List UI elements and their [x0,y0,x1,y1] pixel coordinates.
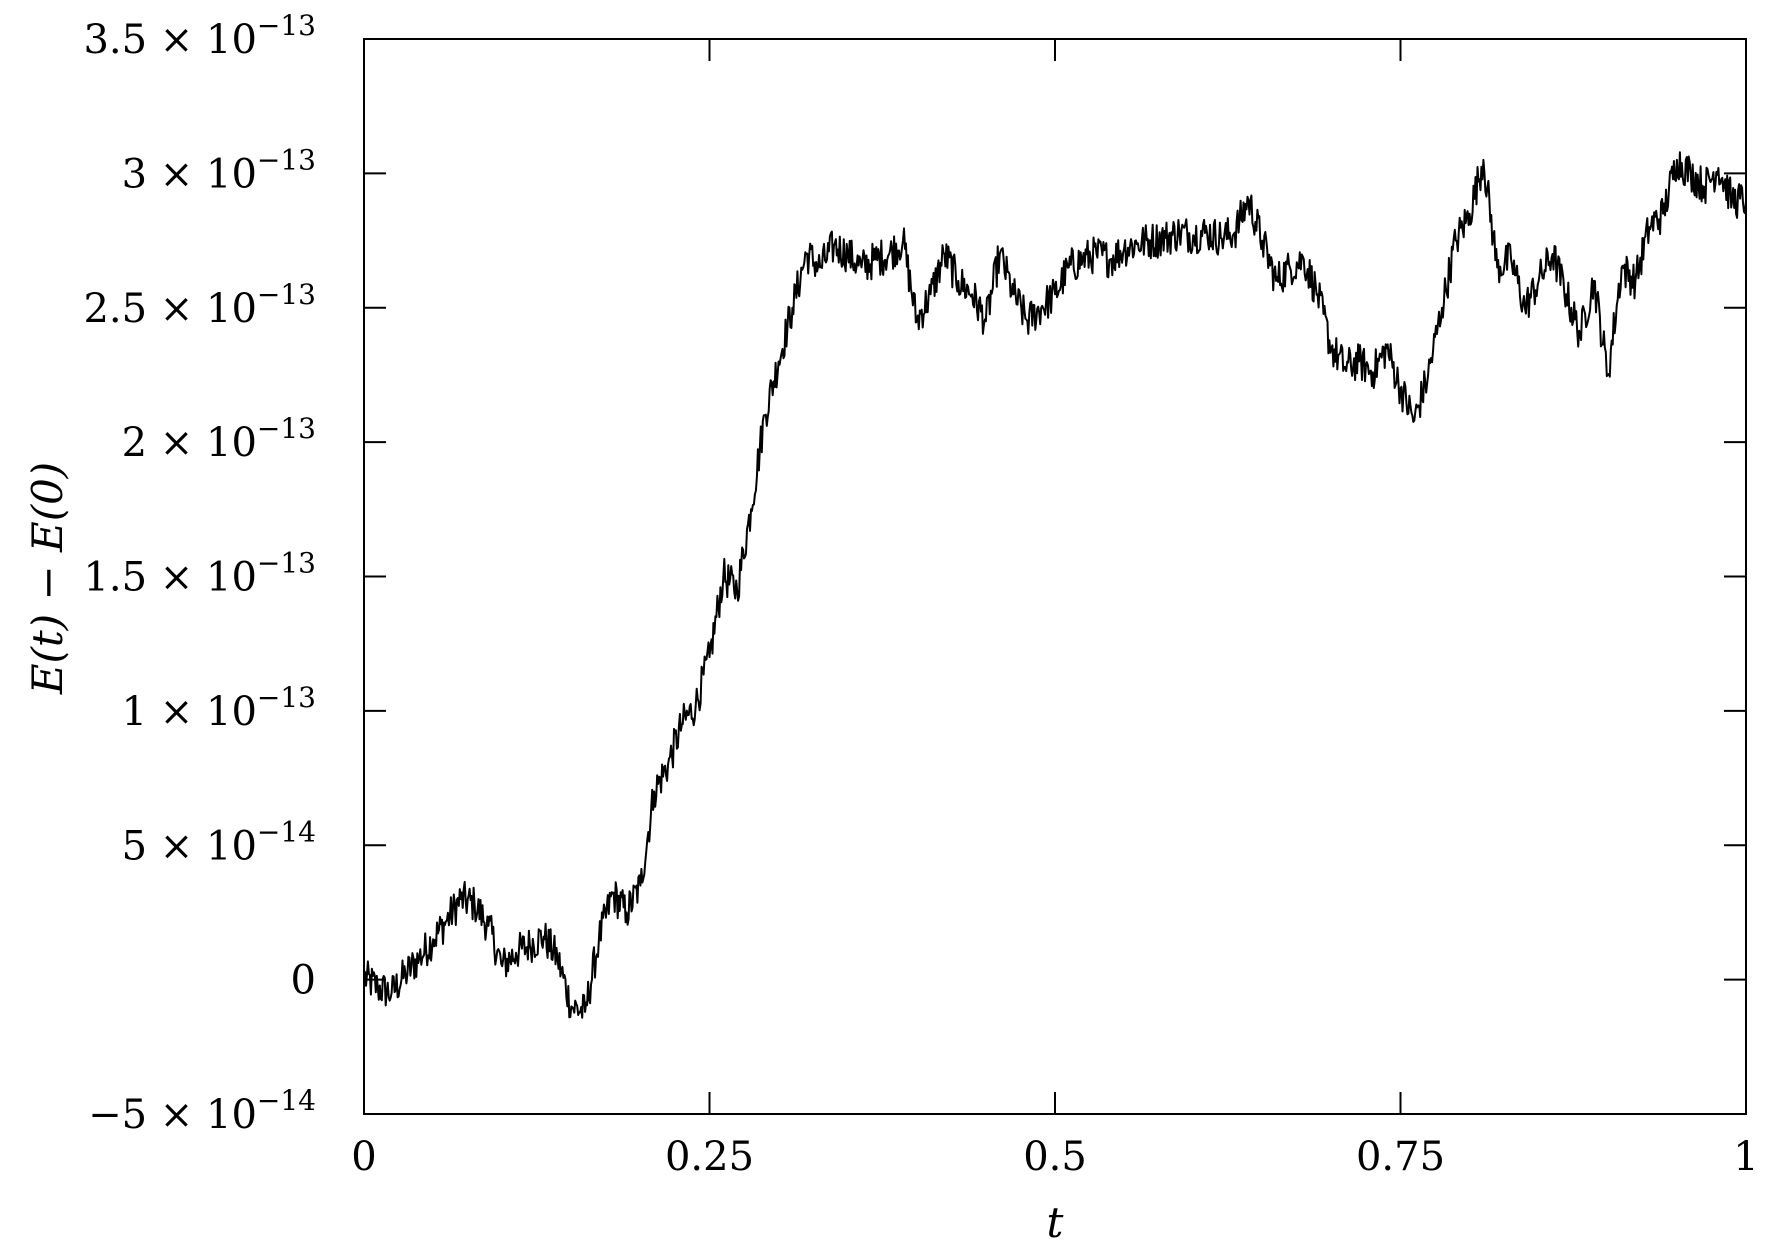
y-tick-exponent: −13 [257,412,316,445]
y-tick-label: 1.5 × 10−13 [83,547,316,601]
x-tick-label: 1 [1733,1134,1758,1180]
x-axis-title: t [1047,1198,1064,1245]
y-tick-label: 1 × 10−13 [122,681,316,735]
y-tick-exponent: −13 [257,278,316,311]
y-tick-label: −5 × 10−14 [88,1084,316,1138]
y-tick-label: 2.5 × 10−13 [83,278,316,332]
plot-frame [363,38,1747,1115]
x-tick-label: 0.5 [1023,1134,1087,1180]
y-tick-mantissa: 2.5 [83,286,147,332]
y-tick-exponent: −13 [257,9,316,42]
y-tick-label: 3 × 10−13 [122,143,316,197]
y-tick-base: × 10 [147,689,257,735]
y-tick-base: × 10 [147,823,257,869]
y-tick-base: × 10 [147,151,257,197]
y-tick-exponent: −13 [257,143,316,176]
x-tick-label: 0 [351,1134,376,1180]
y-tick-base: × 10 [147,420,257,466]
y-tick-label: 2 × 10−13 [122,412,316,466]
y-axis-title: E(t) − E(0) [23,462,72,695]
y-tick-exponent: −14 [257,1084,316,1117]
y-tick-base: × 10 [147,17,257,63]
y-tick-exponent: −13 [257,681,316,714]
x-tick-label: 0.25 [665,1134,754,1180]
y-tick-label: 3.5 × 10−13 [83,9,316,63]
series-line [363,151,1747,1019]
ticks-layer [363,38,1747,1115]
y-tick-label: 5 × 10−14 [122,815,316,869]
y-tick-base: × 10 [147,286,257,332]
y-tick-mantissa: 3 [122,151,147,197]
y-tick-label: 0 [291,958,316,1004]
y-tick-mantissa: 0 [291,958,316,1004]
y-tick-mantissa: 3.5 [83,17,147,63]
y-tick-mantissa: −5 [88,1092,147,1138]
y-tick-mantissa: 1.5 [83,555,147,601]
x-tick-label: 0.75 [1356,1134,1445,1180]
y-tick-exponent: −14 [257,815,316,848]
y-tick-base: × 10 [147,555,257,601]
y-tick-base: × 10 [147,1092,257,1138]
y-tick-exponent: −13 [257,547,316,580]
y-tick-mantissa: 5 [122,823,147,869]
y-tick-mantissa: 1 [122,689,147,735]
y-tick-mantissa: 2 [122,420,147,466]
